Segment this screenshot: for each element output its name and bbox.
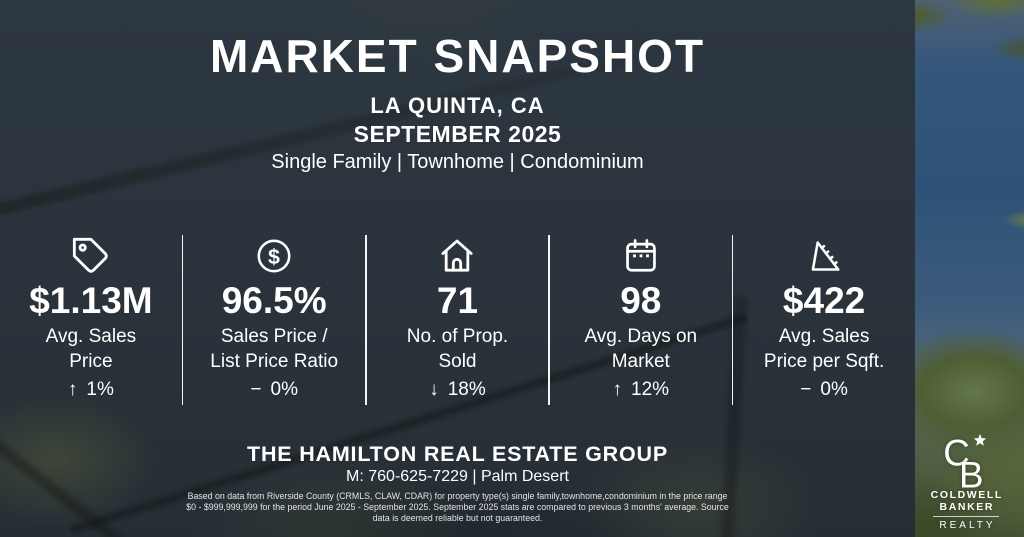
brand-name-line2: BANKER [939,500,995,513]
stat-change: − 0% [250,377,298,403]
column-divider [181,235,184,405]
brand-name-line1: COLDWELL [930,489,1003,501]
stat-avg-price-per-sqft: $422 Avg. Sales Price per Sqft. − 0% [733,232,915,408]
background-photo-overlay [0,0,915,537]
stat-label-line: Market [611,351,670,372]
monogram-c: C [943,432,970,473]
location-subtitle: LA QUINTA, CA [370,93,545,118]
change-value: 18% [447,379,486,400]
stat-label-line: Avg. Sales [45,326,137,347]
change-arrow: ↑ [67,379,78,400]
stat-avg-sales-price: $1.13M Avg. Sales Price ↑ 1% [0,232,182,408]
stat-label-line: Price [69,351,113,372]
stat-value: 71 [436,280,479,321]
change-value: 0% [270,379,298,400]
stat-change: ↓ 18% [429,377,486,403]
price-tag-icon [71,234,111,278]
stat-avg-days-on-market: 98 Avg. Days on Market ↑ 12% [550,232,732,408]
stat-value: $422 [782,280,866,321]
calendar-icon [622,234,660,278]
stat-label: Avg. Days on Market [584,324,697,374]
stat-label-line: List Price Ratio [210,351,339,372]
change-value: 12% [631,379,670,400]
stat-sales-list-ratio: $ 96.5% Sales Price / List Price Ratio −… [183,232,365,408]
stat-properties-sold: 71 No. of Prop. Sold ↓ 18% [367,232,549,408]
stat-label: Avg. Sales Price per Sqft. [764,324,884,374]
stat-change: − 0% [800,377,848,403]
column-divider [365,235,367,405]
ruler-icon [805,234,843,278]
stats-row: $1.13M Avg. Sales Price ↑ 1% $ [0,232,915,408]
column-divider [731,235,734,405]
dollar-circle-icon: $ [255,234,293,278]
stat-value: 98 [620,280,662,321]
page-title: MARKET SNAPSHOT [209,30,706,82]
change-arrow: − [250,379,262,400]
change-value: 0% [820,379,848,400]
stat-label: Sales Price / List Price Ratio [210,324,338,374]
change-arrow: ↑ [612,379,623,400]
stat-label-line: Avg. Days on [584,326,698,347]
svg-text:$: $ [268,245,280,269]
monogram-b: B [959,454,984,490]
stat-value: $1.13M [29,280,153,321]
coldwell-banker-logo: C B COLDWELL BANKER REALTY [918,432,1014,531]
property-types-line: Single Family | Townhome | Condominium [271,151,644,173]
stat-label-line: Sales Price / [220,326,328,347]
star-icon [973,433,987,446]
stat-label-line: No. of Prop. [406,326,509,347]
logo-divider [933,516,999,517]
stat-change: ↑ 12% [613,377,670,403]
house-icon [437,234,477,278]
team-name: THE HAMILTON REAL ESTATE GROUP [247,442,668,466]
stat-value: 96.5% [221,280,327,321]
stat-label-line: Sold [438,351,477,372]
stat-label: Avg. Sales Price [46,324,136,374]
stat-change: ↑ 1% [68,377,114,403]
stat-label-line: Price per Sqft. [763,351,885,372]
change-arrow: ↓ [429,379,439,400]
cb-monogram-icon: C B [918,432,1014,490]
change-value: 1% [86,379,114,400]
disclaimer-text: Based on data from Riverside County (CRM… [186,491,729,524]
change-arrow: − [800,379,812,400]
palm-sky-photo [913,0,1024,537]
content-area: MARKET SNAPSHOT LA QUINTA, CA SEPTEMBER … [0,30,915,524]
brand-division: REALTY [939,520,996,531]
contact-line: M: 760-625-7229 | Palm Desert [346,468,569,485]
stat-label: No. of Prop. Sold [407,324,508,374]
period-subtitle: SEPTEMBER 2025 [353,121,562,147]
stat-label-line: Avg. Sales [778,326,870,347]
column-divider [548,235,550,405]
